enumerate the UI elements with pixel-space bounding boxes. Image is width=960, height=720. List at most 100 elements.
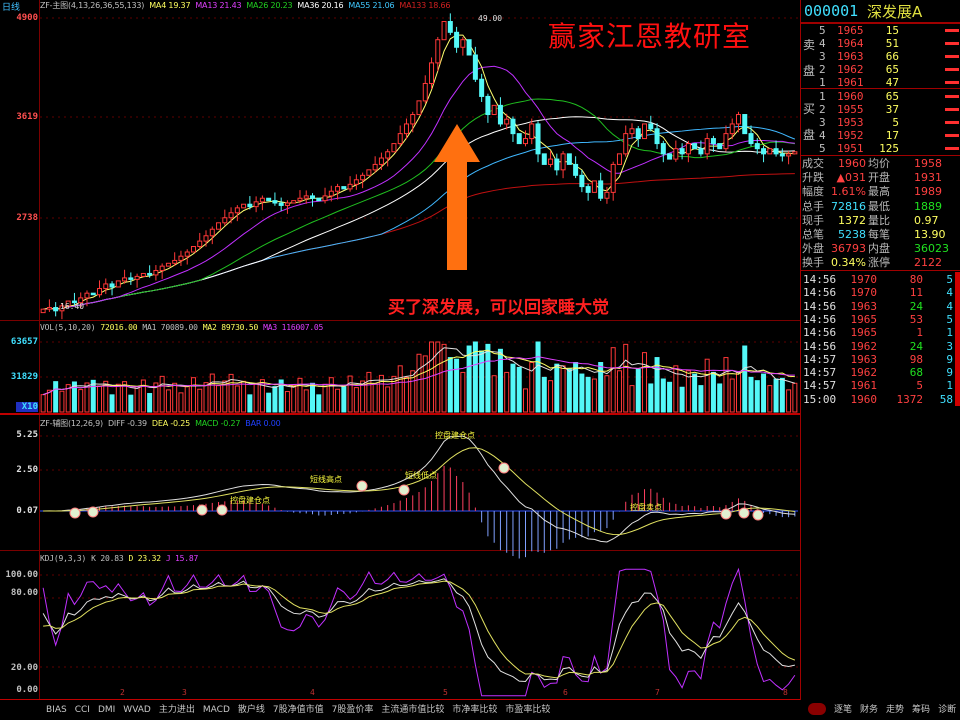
indicator-tab[interactable]: DMI [97, 705, 116, 715]
candle[interactable] [729, 123, 735, 135]
candle[interactable] [103, 283, 109, 290]
candle[interactable] [353, 179, 359, 185]
candle[interactable] [479, 78, 485, 97]
candle[interactable] [297, 197, 303, 202]
candle[interactable] [435, 39, 441, 64]
candle[interactable] [754, 143, 760, 150]
candle[interactable] [566, 153, 572, 165]
candle[interactable] [748, 133, 754, 145]
candle[interactable] [234, 207, 240, 214]
candle[interactable] [209, 228, 215, 237]
indicator-tab[interactable]: 主力进出 [158, 705, 195, 715]
candle[interactable] [497, 104, 503, 125]
candle[interactable] [159, 265, 165, 272]
tick-row[interactable]: 14:56 1962 24 3 [801, 340, 960, 353]
candle[interactable] [742, 114, 748, 135]
candle[interactable] [522, 138, 528, 145]
candle[interactable] [278, 202, 284, 206]
candle[interactable] [190, 246, 196, 253]
candle[interactable] [228, 212, 234, 219]
candle[interactable] [660, 143, 666, 155]
candle[interactable] [153, 270, 159, 276]
candle[interactable] [115, 280, 121, 288]
candle[interactable] [792, 151, 798, 155]
candle[interactable] [642, 123, 648, 140]
candle[interactable] [623, 133, 629, 155]
candle[interactable] [78, 297, 84, 304]
candle[interactable] [585, 186, 591, 193]
candle[interactable] [679, 148, 685, 155]
candle[interactable] [616, 153, 622, 165]
buy-level-row[interactable]: 5 1951 125 [801, 142, 960, 155]
candle[interactable] [610, 163, 616, 193]
tick-row[interactable]: 14:56 1970 80 5 [801, 273, 960, 286]
candle[interactable] [667, 153, 673, 160]
candle[interactable] [391, 143, 397, 153]
candle[interactable] [241, 203, 247, 209]
candle[interactable] [184, 251, 190, 257]
side-tab[interactable]: 诊断 [938, 705, 957, 715]
candle[interactable] [272, 200, 278, 204]
tick-row[interactable]: 14:57 1961 5 1 [801, 379, 960, 392]
candle[interactable] [648, 123, 654, 130]
indicator-tab[interactable]: MACD [202, 705, 230, 715]
candle[interactable] [385, 151, 391, 159]
tick-scrollbar[interactable] [955, 272, 960, 406]
candle[interactable] [447, 21, 453, 33]
buy-level-row[interactable]: 3 1953 5 [801, 116, 960, 129]
candle[interactable] [222, 217, 228, 224]
candle[interactable] [466, 39, 472, 56]
candle[interactable] [291, 200, 297, 204]
candle[interactable] [692, 143, 698, 150]
candle[interactable] [579, 174, 585, 188]
side-tab[interactable]: 逐笔 [834, 705, 853, 715]
side-tab[interactable]: 走势 [886, 705, 905, 715]
candle[interactable] [197, 240, 203, 248]
candle[interactable] [604, 191, 610, 199]
candle[interactable] [172, 259, 178, 264]
candle[interactable] [491, 104, 497, 116]
candle[interactable] [704, 138, 710, 155]
side-tab[interactable]: 财务 [860, 705, 879, 715]
kdj-chart[interactable]: 2 3 4 5 6 7 8 [40, 567, 798, 697]
candle[interactable] [97, 288, 103, 296]
candle[interactable] [259, 197, 265, 203]
indicator-tab[interactable]: 市盈率比较 [505, 705, 551, 715]
candle[interactable] [548, 158, 554, 165]
candle[interactable] [485, 95, 491, 116]
candle[interactable] [598, 180, 604, 199]
candle[interactable] [535, 123, 541, 155]
candle[interactable] [247, 203, 253, 208]
tick-row[interactable]: 14:57 1963 98 9 [801, 353, 960, 366]
candle[interactable] [635, 128, 641, 140]
side-tab-active-pill[interactable] [808, 703, 826, 715]
candle[interactable] [723, 133, 729, 150]
candle[interactable] [767, 148, 773, 155]
tick-row[interactable]: 14:57 1962 68 9 [801, 366, 960, 379]
indicator-tab[interactable]: 主流通市值比较 [381, 705, 445, 715]
tick-row[interactable]: 14:56 1965 53 5 [801, 313, 960, 326]
candle[interactable] [441, 21, 447, 41]
candle[interactable] [203, 235, 209, 242]
candle[interactable] [216, 222, 222, 230]
indicator-tab[interactable]: 散户线 [237, 705, 265, 715]
candle[interactable] [84, 292, 90, 299]
candle[interactable] [147, 272, 153, 276]
indicator-tab[interactable]: WVAD [123, 705, 151, 715]
candle[interactable] [165, 262, 171, 267]
candle[interactable] [710, 138, 716, 145]
tick-row[interactable]: 14:56 1965 1 1 [801, 326, 960, 339]
candle[interactable] [654, 128, 660, 145]
candle[interactable] [328, 190, 334, 197]
candle[interactable] [560, 153, 566, 171]
candle[interactable] [53, 307, 59, 312]
candle[interactable] [397, 133, 403, 145]
candle[interactable] [71, 300, 77, 304]
candle[interactable] [460, 39, 466, 48]
candle[interactable] [341, 186, 347, 190]
candle[interactable] [140, 272, 146, 277]
candle[interactable] [122, 277, 128, 282]
candle[interactable] [360, 174, 366, 181]
candle[interactable] [735, 114, 741, 125]
